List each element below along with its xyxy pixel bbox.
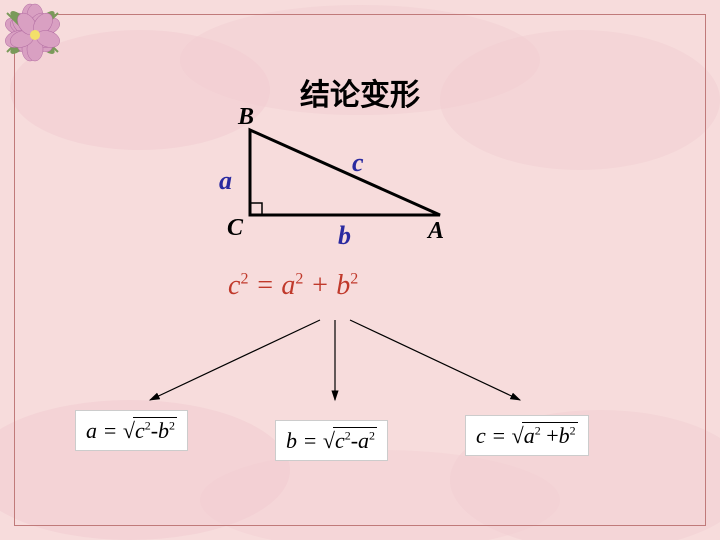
arrow-line (350, 320, 520, 400)
edge-label-b: b (338, 221, 351, 251)
formula-a: a = √c2-b2 (75, 410, 188, 451)
eq-plus: + (303, 270, 336, 301)
f-lhs: a (86, 418, 97, 443)
formula-c: c = √a2 +b2 (465, 415, 589, 456)
vertex-label-c: C (227, 215, 243, 242)
formula-b: b = √c2-a2 (275, 420, 388, 461)
f-lhs: c (476, 423, 486, 448)
slide: 结论变形 B C A a b c c2 = a2 + b2 a = √c2-b2… (0, 0, 720, 540)
eq-b: b (336, 270, 350, 301)
edge-label-a: a (219, 166, 232, 196)
pythagoras-equation: c2 = a2 + b2 (228, 270, 358, 302)
eq-c: c (228, 270, 240, 301)
f-lhs: b (286, 428, 297, 453)
vertex-label-a: A (428, 218, 444, 245)
triangle-shape (250, 130, 440, 215)
arrow-line (150, 320, 320, 400)
edge-label-c: c (352, 148, 364, 178)
vertex-label-b: B (238, 104, 254, 131)
eq-a: a (281, 270, 295, 301)
right-angle-icon (250, 203, 262, 215)
eq-eq: = (248, 270, 281, 301)
